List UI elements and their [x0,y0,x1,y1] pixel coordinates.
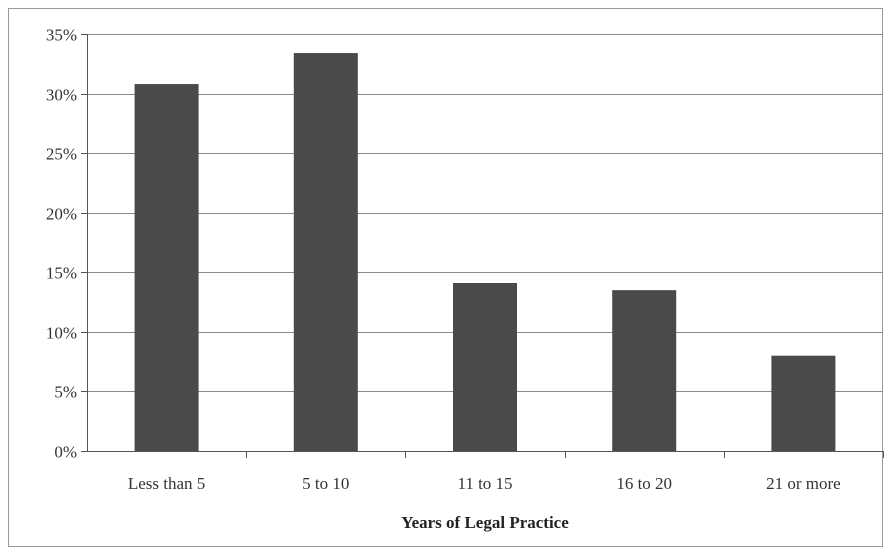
x-tick-label: 21 or more [766,474,841,493]
y-tick-label: 25% [46,145,77,164]
y-tick-label: 30% [46,86,77,105]
x-tick-label: 11 to 15 [457,474,512,493]
y-tick-labels: 0% 5% 10% 15% 20% 25% 30% 35% [46,26,77,462]
bar [134,84,199,451]
x-axis-title: Years of Legal Practice [401,513,569,532]
x-tick-label: 16 to 20 [616,474,672,493]
x-tick-labels: Less than 5 5 to 10 11 to 15 16 to 20 21 or … [128,474,841,493]
axes [81,34,884,458]
bar [453,283,517,451]
bar [771,355,836,451]
x-tick-label: Less than 5 [128,474,205,493]
y-tick-label: 0% [54,443,77,462]
bar [612,290,677,451]
bar [293,53,358,451]
bars [134,53,836,451]
y-tick-label: 35% [46,26,77,45]
gridlines [87,34,883,392]
y-tick-label: 20% [46,205,77,224]
y-tick-label: 15% [46,264,77,283]
y-tick-label: 10% [46,324,77,343]
y-tick-label: 5% [54,383,77,402]
x-tick-label: 5 to 10 [302,474,349,493]
